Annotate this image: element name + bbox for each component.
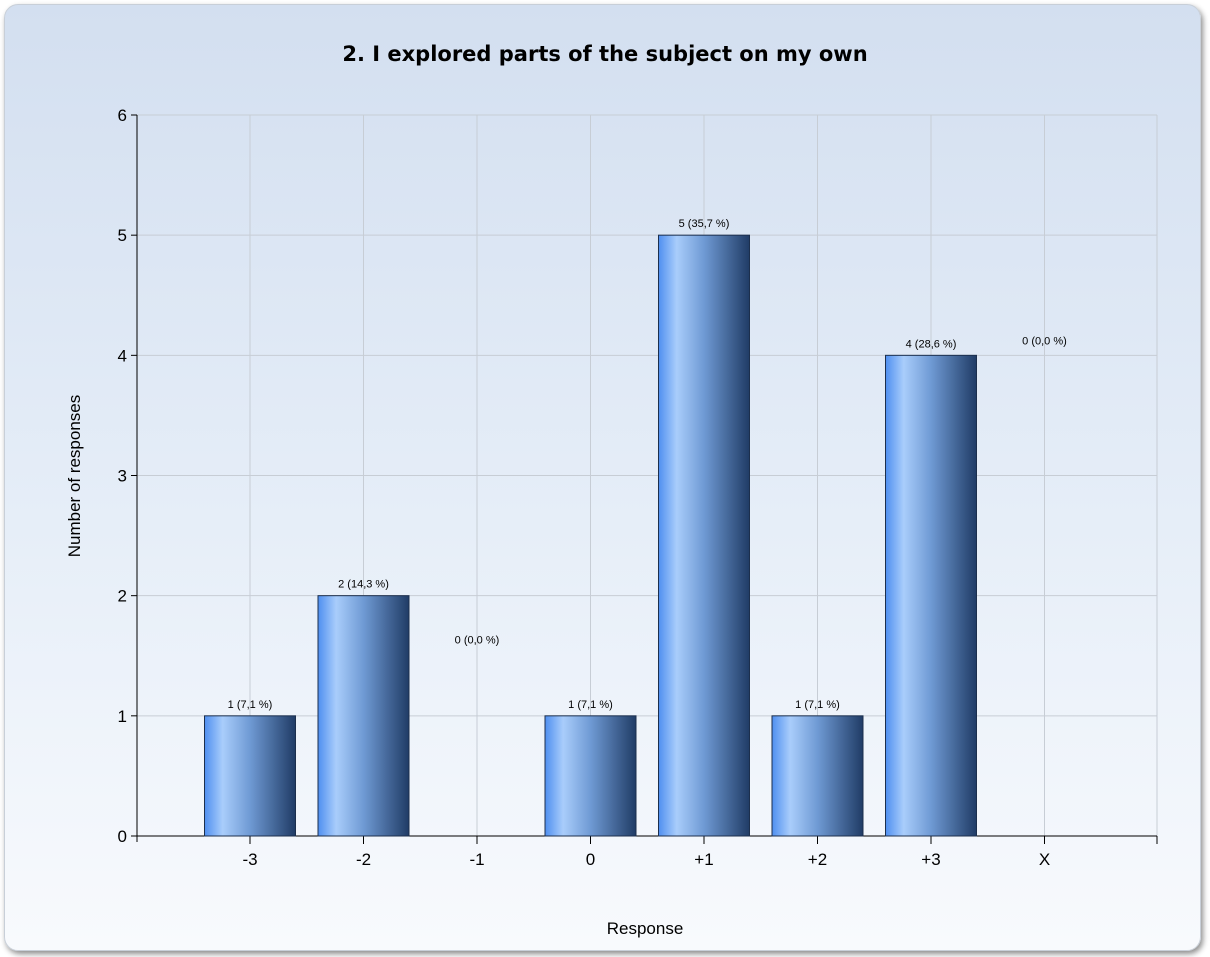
y-tick-label: 5 [118,226,127,245]
axes [131,114,1158,844]
chart-title: 2. I explored parts of the subject on my… [342,42,868,66]
data-label: 1 (7,1 %) [228,699,273,711]
y-tick-label: 4 [118,346,127,365]
data-label: 1 (7,1 %) [568,699,613,711]
bars [204,234,977,837]
data-label: 0 (0,0 %) [455,635,500,647]
x-tick-label: +3 [921,850,940,869]
bar [204,715,296,837]
bar [658,234,750,837]
x-tick-label: -2 [356,850,371,869]
y-tick-label: 6 [118,106,127,125]
bar [317,595,410,837]
x-tick-label: 0 [586,850,595,869]
bar [771,715,864,837]
data-label: 1 (7,1 %) [795,699,840,711]
bar [544,715,637,837]
data-label: 2 (14,3 %) [338,579,389,591]
bar [885,354,977,837]
y-tick-labels: 0 1 2 3 4 5 6 [118,106,127,846]
y-tick-label: 2 [118,587,127,606]
x-tick-labels: -3 -2 -1 0 +1 +2 +3 X [242,850,1050,869]
x-tick-label: -1 [469,850,484,869]
data-label: 4 (28,6 %) [906,338,957,350]
x-axis-title: Response [607,919,684,938]
data-label: 5 (35,7 %) [679,218,730,230]
data-label: 0 (0,0 %) [1022,335,1067,347]
y-tick-label: 0 [118,827,127,846]
x-tick-label: X [1039,850,1050,869]
y-tick-label: 1 [118,707,127,726]
x-tick-label: +1 [694,850,713,869]
x-tick-label: +2 [808,850,827,869]
y-tick-label: 3 [118,467,127,486]
y-axis-title: Number of responses [65,395,84,558]
data-labels: 1 (7,1 %) 2 (14,3 %) 0 (0,0 %) 1 (7,1 %) 5 (… [228,218,1067,711]
x-tick-label: -3 [242,850,257,869]
